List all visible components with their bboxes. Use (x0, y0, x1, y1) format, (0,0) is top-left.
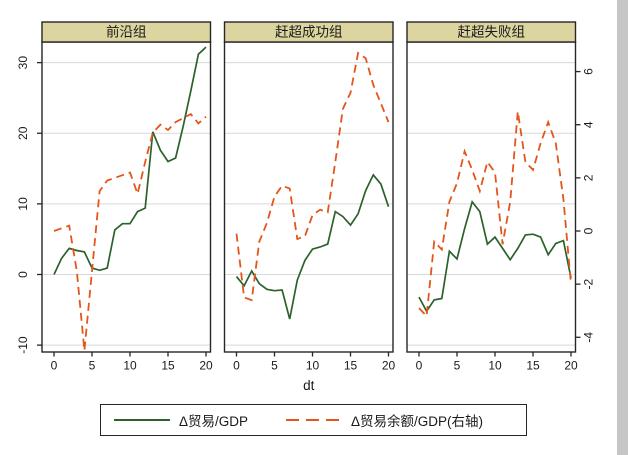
x-tick-label: 10 (488, 359, 502, 373)
series-line-trade-balance-gdp (235, 51, 390, 302)
x-tick-label: 20 (564, 359, 578, 373)
x-tick-label: 15 (344, 359, 358, 373)
screenshot-right-edge-band (617, 0, 628, 455)
left-y-tick-label: 20 (16, 126, 30, 140)
x-axis-title: dt (303, 378, 315, 393)
legend: Δ贸易/GDP Δ贸易余额/GDP(右轴) (100, 404, 527, 436)
x-tick-label: 10 (306, 359, 320, 373)
left-y-tick-label: 10 (16, 197, 30, 211)
panel-title: 赶超失败组 (458, 25, 526, 40)
series-line-trade-gdp (235, 173, 390, 320)
x-tick-label: 0 (51, 359, 58, 373)
x-tick-label: 20 (199, 359, 213, 373)
x-tick-label: 5 (454, 359, 461, 373)
x-tick-label: 5 (89, 359, 96, 373)
left-y-tick-label: 0 (16, 271, 30, 278)
right-y-tick-label: 2 (582, 174, 596, 181)
x-tick-label: 15 (161, 359, 175, 373)
right-y-tick-label: -2 (582, 278, 596, 289)
right-y-tick-label: 4 (582, 121, 596, 128)
x-tick-label: 20 (382, 359, 396, 373)
legend-item-trade: Δ贸易/GDP (114, 410, 248, 430)
panel-header-strip (41, 21, 212, 43)
x-tick-label: 0 (416, 359, 423, 373)
plot-area (42, 42, 211, 352)
panel-title: 赶超成功组 (275, 25, 343, 40)
x-tick-label: 10 (123, 359, 137, 373)
plot-area (407, 42, 576, 352)
legend-label-trade: Δ贸易/GDP (179, 414, 249, 429)
solid-line-swatch (114, 419, 170, 421)
x-tick-label: 15 (526, 359, 540, 373)
left-y-tick-label: 30 (16, 56, 30, 70)
panel-header-strip (223, 21, 394, 43)
x-tick-label: 5 (271, 359, 278, 373)
dashed-line-swatch (286, 419, 343, 421)
series-line-trade-gdp (53, 46, 207, 275)
series-line-trade-gdp (418, 199, 572, 313)
legend-label-trade-balance: Δ贸易余额/GDP(右轴) (351, 414, 484, 429)
panel-header-strip (406, 21, 577, 43)
x-tick-label: 0 (233, 359, 240, 373)
plot-area (224, 42, 393, 352)
panel-0: 前沿组 0 5 10 15 20 (41, 21, 213, 373)
right-y-tick-label: 6 (582, 68, 596, 75)
series-line-trade-balance-gdp (53, 112, 207, 351)
left-y-tick-label: -10 (16, 336, 30, 354)
panel-2: 赶超失败组 0 5 10 15 20 (406, 21, 578, 373)
panel-title: 前沿组 (106, 24, 147, 40)
legend-item-trade-balance: Δ贸易余额/GDP(右轴) (286, 410, 483, 430)
right-y-tick-label: -4 (582, 332, 596, 343)
right-y-tick-label: 0 (582, 227, 596, 234)
panel-1: 赶超成功组 0 5 10 15 20 (223, 21, 396, 373)
